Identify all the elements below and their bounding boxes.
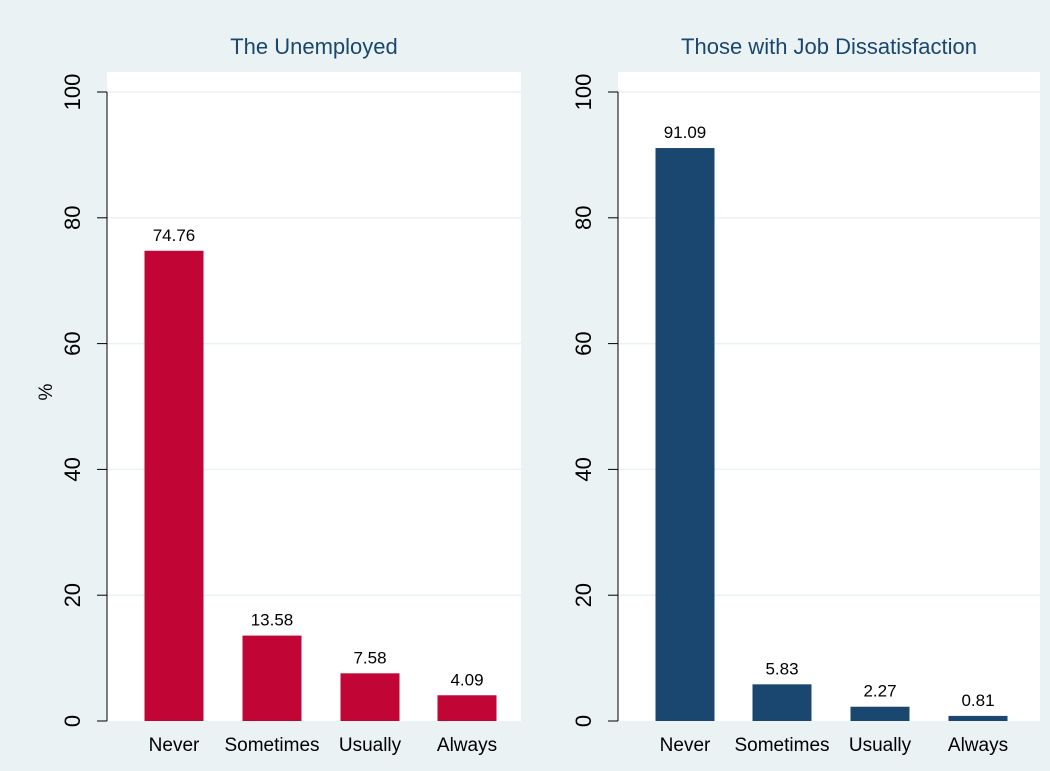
bar-value-label: 4.09 xyxy=(450,670,483,689)
x-tick-label: Usually xyxy=(849,735,912,756)
bar-value-label: 74.76 xyxy=(153,226,196,245)
x-tick-label: Always xyxy=(948,735,1008,756)
bar-value-label: 0.81 xyxy=(961,691,994,710)
bar xyxy=(242,635,302,721)
x-tick-label: Usually xyxy=(339,735,402,756)
y-tick-label: 60 xyxy=(60,331,85,355)
bar xyxy=(655,148,715,722)
chart-panel-unemployed: The Unemployed % 74.76 13.58 7.58 4.09 0 20 40… xyxy=(36,34,521,756)
x-tick-label: Always xyxy=(437,735,497,756)
y-tick-label: 60 xyxy=(571,331,596,355)
chart-title: Those with Job Dissatisfaction xyxy=(681,34,977,59)
bar-value-label: 5.83 xyxy=(765,659,798,678)
bar-value-label: 91.09 xyxy=(664,123,707,142)
y-tick-label: 80 xyxy=(60,206,85,230)
y-tick-label: 40 xyxy=(60,457,85,481)
x-tick-label: Sometimes xyxy=(224,735,319,756)
bar-value-label: 7.58 xyxy=(353,648,386,667)
x-tick-label: Never xyxy=(660,735,711,756)
bar xyxy=(850,706,910,721)
bar xyxy=(144,250,204,722)
bar-value-label: 13.58 xyxy=(251,611,294,630)
y-tick-label: 100 xyxy=(60,74,85,111)
bar-value-label: 2.27 xyxy=(863,682,896,701)
y-tick-label: 40 xyxy=(571,457,596,481)
bar xyxy=(752,684,812,721)
chart-panel-job-dissatisfaction: Those with Job Dissatisfaction 91.09 5.83… xyxy=(571,34,1040,756)
y-tick-label: 20 xyxy=(60,583,85,607)
bar xyxy=(948,715,1008,721)
chart-title: The Unemployed xyxy=(230,34,398,59)
y-tick-label: 0 xyxy=(571,715,596,727)
x-tick-label: Sometimes xyxy=(734,735,829,756)
bar xyxy=(340,673,400,721)
x-tick-label: Never xyxy=(149,735,200,756)
y-tick-label: 80 xyxy=(571,206,596,230)
bar xyxy=(437,695,497,721)
y-tick-label: 0 xyxy=(60,715,85,727)
y-tick-label: 20 xyxy=(571,583,596,607)
y-axis-label: % xyxy=(36,383,57,400)
y-tick-label: 100 xyxy=(571,74,596,111)
